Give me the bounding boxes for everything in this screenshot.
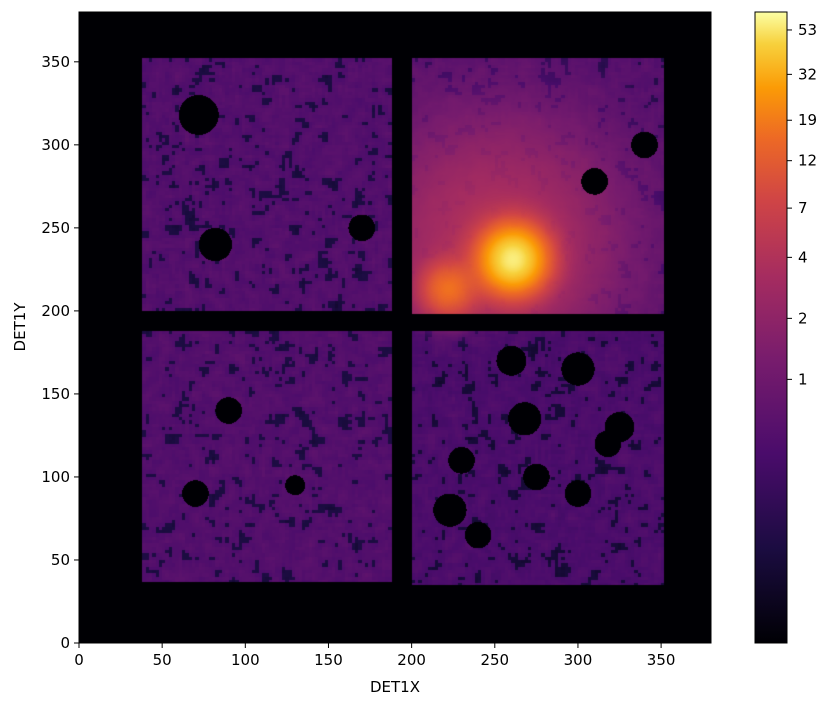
y-tick-label: 150 bbox=[41, 385, 70, 403]
x-tick-label: 300 bbox=[564, 651, 593, 669]
x-axis-ticks: 0 50 100 150 200 250 300 350 bbox=[74, 643, 675, 669]
colorbar-tick-label: 7 bbox=[798, 199, 808, 217]
colorbar bbox=[754, 11, 788, 644]
y-tick-label: 350 bbox=[41, 53, 70, 71]
x-tick-label: 350 bbox=[647, 651, 676, 669]
x-tick-label: 50 bbox=[153, 651, 172, 669]
x-axis-label: DET1X bbox=[370, 678, 420, 696]
y-tick-label: 100 bbox=[41, 468, 70, 486]
colorbar-tick-label: 32 bbox=[798, 65, 817, 83]
x-tick-label: 150 bbox=[314, 651, 343, 669]
y-axis-ticks: 0 50 100 150 200 250 300 350 bbox=[41, 53, 79, 652]
y-tick-label: 300 bbox=[41, 136, 70, 154]
y-tick-label: 200 bbox=[41, 302, 70, 320]
y-tick-label: 0 bbox=[60, 634, 70, 652]
colorbar-tick-label: 12 bbox=[798, 152, 817, 170]
x-tick-label: 250 bbox=[480, 651, 509, 669]
x-tick-label: 100 bbox=[231, 651, 260, 669]
colorbar-tick-label: 4 bbox=[798, 248, 808, 266]
x-tick-label: 200 bbox=[397, 651, 426, 669]
y-tick-label: 50 bbox=[51, 551, 70, 569]
y-tick-label: 250 bbox=[41, 219, 70, 237]
colorbar-tick-label: 19 bbox=[798, 111, 817, 129]
y-axis-label: DET1Y bbox=[11, 302, 29, 352]
colorbar-tick-label: 1 bbox=[798, 370, 808, 388]
colorbar-tick-label: 2 bbox=[798, 309, 808, 327]
plot-frame bbox=[78, 11, 712, 644]
colorbar-tick-label: 53 bbox=[798, 21, 817, 39]
heatmap-image bbox=[79, 12, 711, 643]
x-tick-label: 0 bbox=[74, 651, 84, 669]
